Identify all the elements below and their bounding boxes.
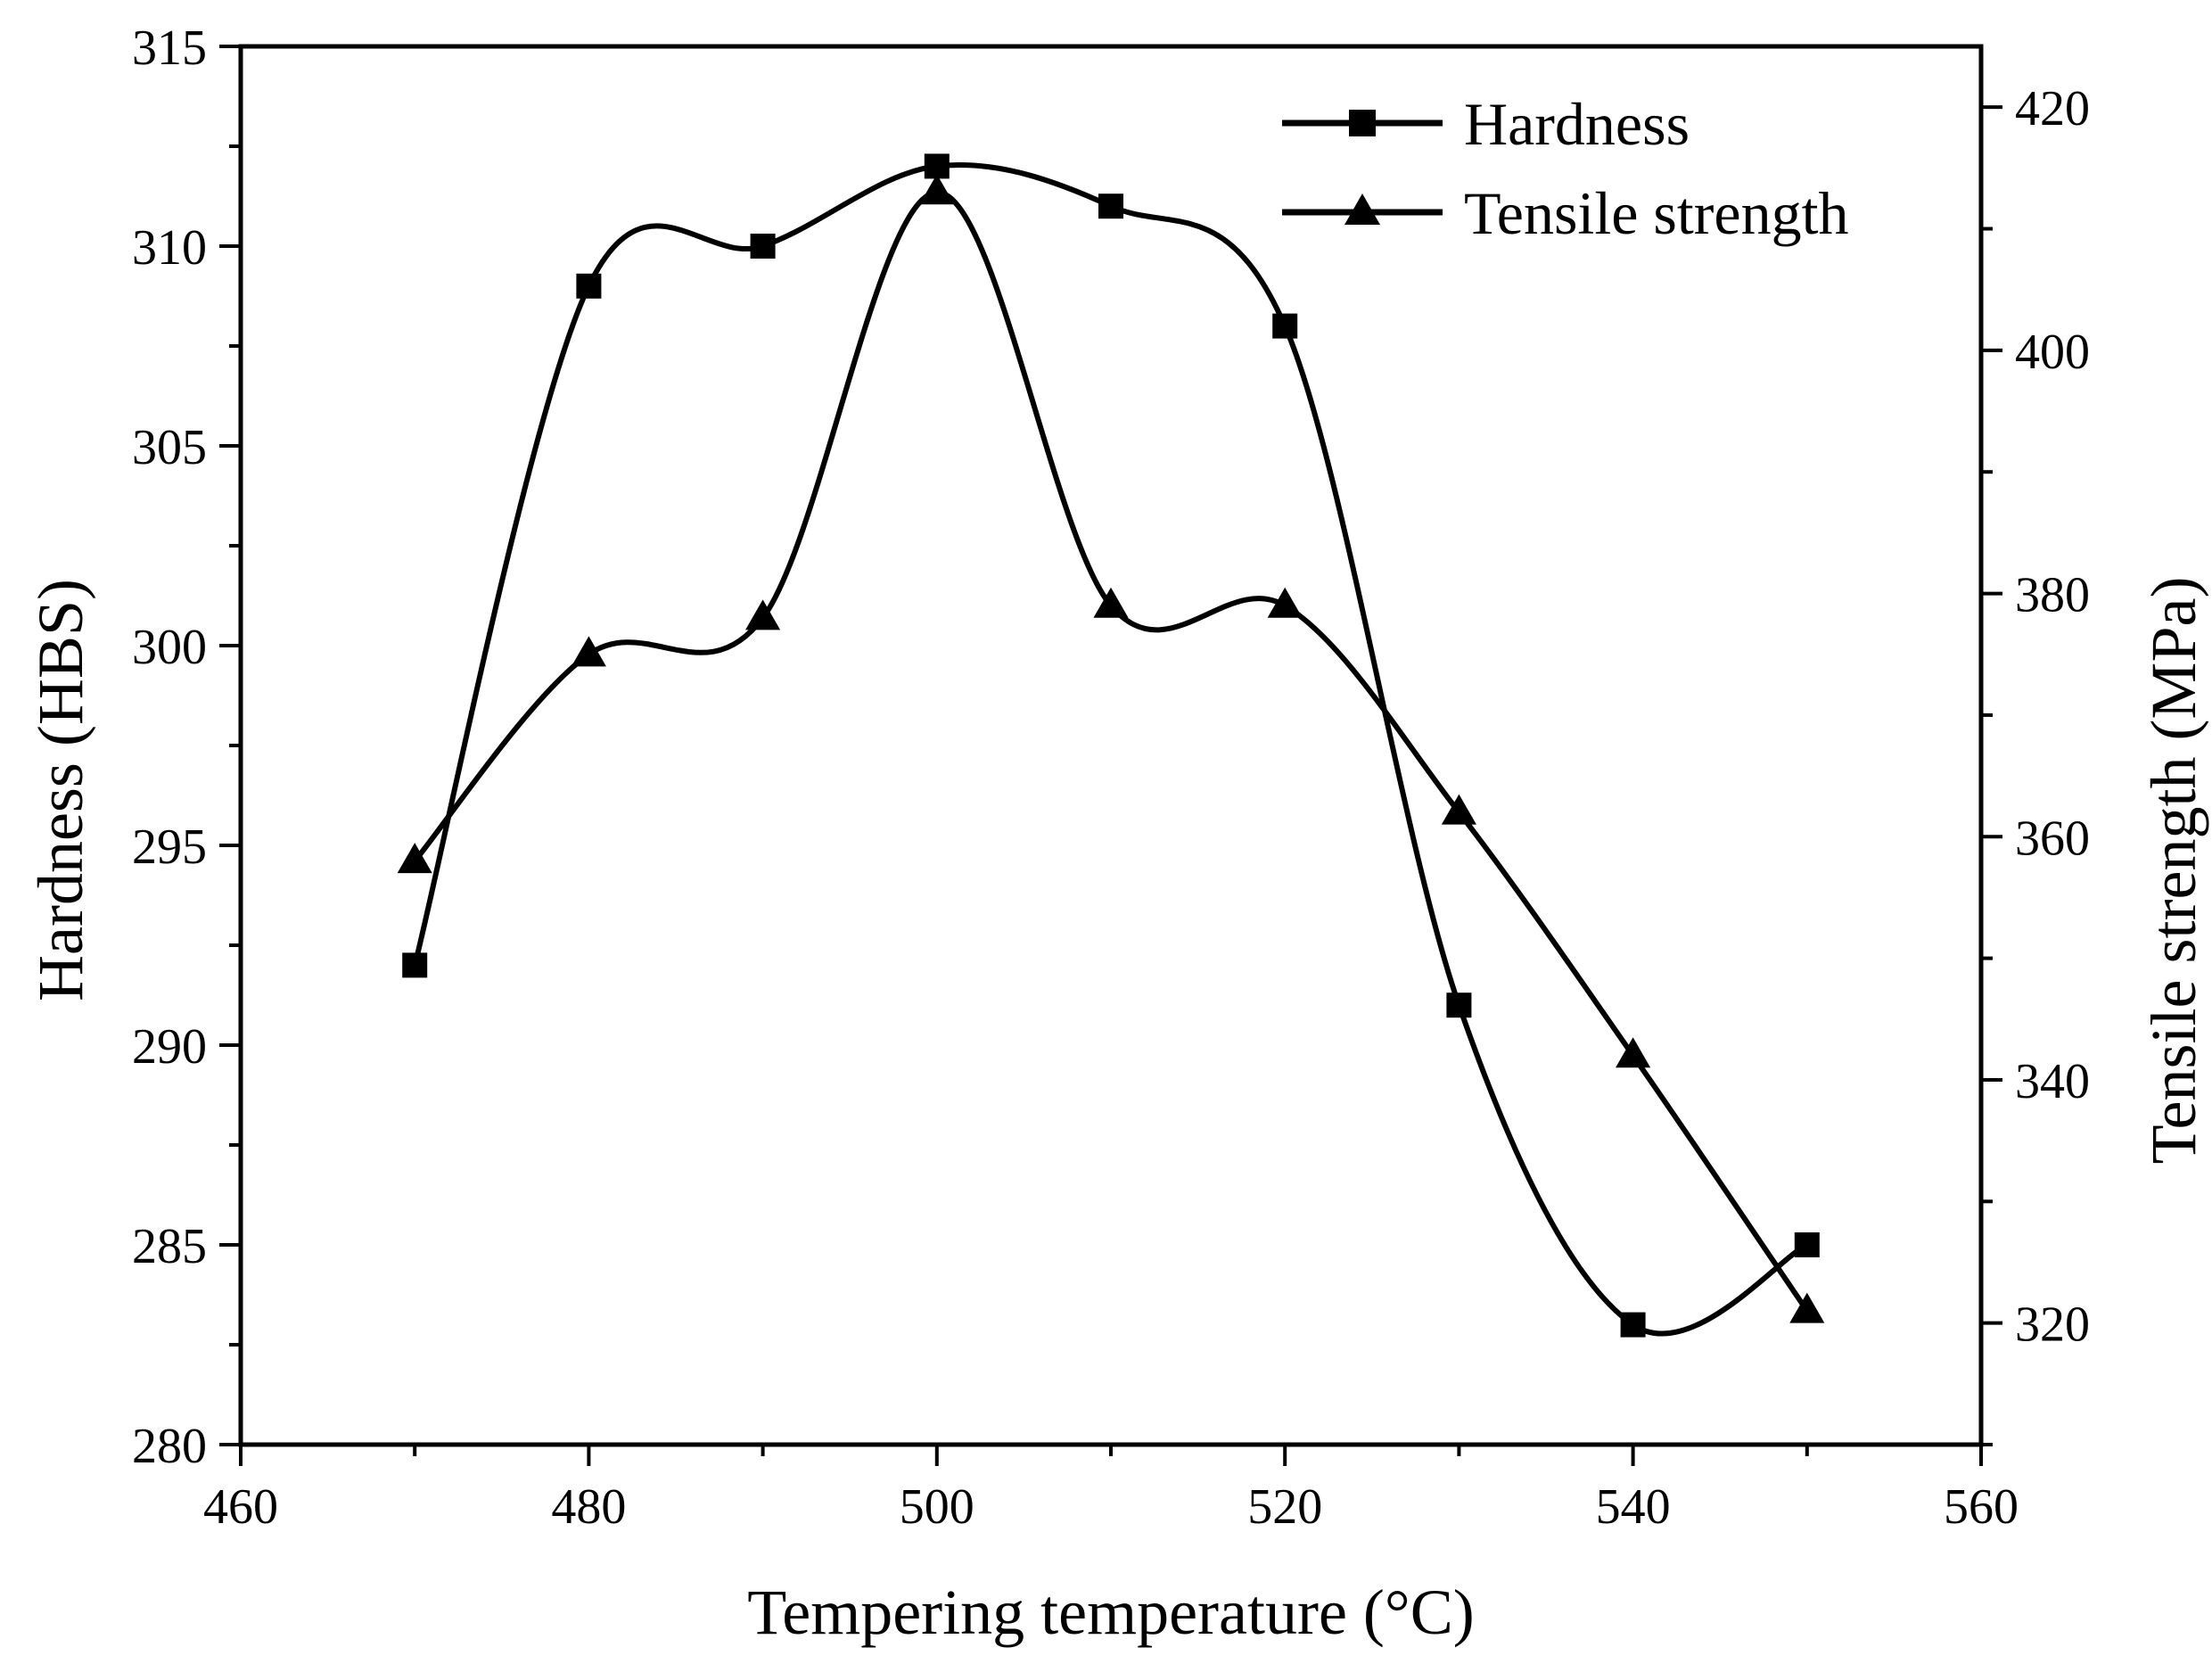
data-point-hardness	[1446, 992, 1472, 1018]
x-tick-label: 560	[1944, 1479, 2019, 1535]
y-left-tick-label: 315	[132, 21, 207, 76]
x-tick-label: 500	[900, 1479, 974, 1535]
data-point-tensile-strength	[1616, 1037, 1651, 1068]
y-left-tick-label: 305	[132, 420, 207, 475]
data-point-hardness	[1794, 1232, 1820, 1257]
data-point-hardness	[1620, 1312, 1646, 1338]
data-point-hardness	[576, 273, 602, 299]
x-tick-label: 540	[1596, 1479, 1671, 1535]
plot-frame	[238, 44, 1984, 1447]
data-point-tensile-strength	[1441, 794, 1476, 825]
labels-layer: 460 480 500 520 540 560 280 285 290 295 300 305 310 3…	[132, 21, 2090, 1535]
series-layer	[412, 161, 1810, 1337]
data-point-hardness	[1272, 313, 1298, 339]
x-tick-label: 460	[203, 1479, 278, 1535]
legend-label-tensile-strength: Tensile strength	[1464, 179, 1848, 247]
data-point-tensile-strength	[397, 843, 432, 874]
y-left-tick-label: 300	[132, 620, 207, 675]
legend-marker-hardness-square-icon	[1349, 110, 1376, 136]
data-point-tensile-strength	[1267, 587, 1303, 618]
x-axis-title: Tempering temperature (°C)	[747, 1577, 1474, 1648]
data-point-tensile-strength	[571, 636, 606, 667]
x-tick-label: 480	[551, 1479, 626, 1535]
y-right-tick-label: 420	[2015, 81, 2090, 136]
y-left-tick-label: 295	[132, 820, 207, 875]
series-line-tensile-strength	[412, 189, 1810, 1313]
y-left-tick-label: 290	[132, 1019, 207, 1075]
y-left-tick-label: 285	[132, 1219, 207, 1274]
data-point-hardness	[402, 952, 428, 978]
ticks-layer	[219, 45, 2002, 1466]
legend-label-hardness: Hardness	[1464, 90, 1690, 158]
y-right-tick-label: 360	[2015, 811, 2090, 866]
y-left-tick-label: 280	[132, 1419, 207, 1474]
data-point-tensile-strength	[1093, 587, 1129, 618]
data-point-hardness	[750, 234, 776, 259]
y-axis-right-title: Tensile strength (MPa)	[2138, 577, 2209, 1165]
markers-layer	[397, 153, 1825, 1338]
data-point-tensile-strength	[919, 174, 955, 205]
y-right-tick-label: 340	[2015, 1054, 2090, 1109]
y-right-tick-label: 320	[2015, 1297, 2090, 1353]
data-point-tensile-strength	[1789, 1292, 1825, 1323]
legend-marker-tensile-triangle-icon	[1344, 194, 1380, 225]
y-right-tick-label: 400	[2015, 325, 2090, 380]
data-point-hardness	[1098, 194, 1123, 219]
data-point-tensile-strength	[745, 599, 781, 630]
x-tick-label: 520	[1247, 1479, 1322, 1535]
y-axis-left-title: Hardness (HBS)	[25, 579, 96, 1001]
legend: Hardness Tensile strength	[1282, 90, 1848, 247]
y-left-tick-label: 310	[132, 220, 207, 276]
series-line-hardness	[412, 161, 1809, 1337]
y-right-tick-label: 380	[2015, 568, 2090, 623]
